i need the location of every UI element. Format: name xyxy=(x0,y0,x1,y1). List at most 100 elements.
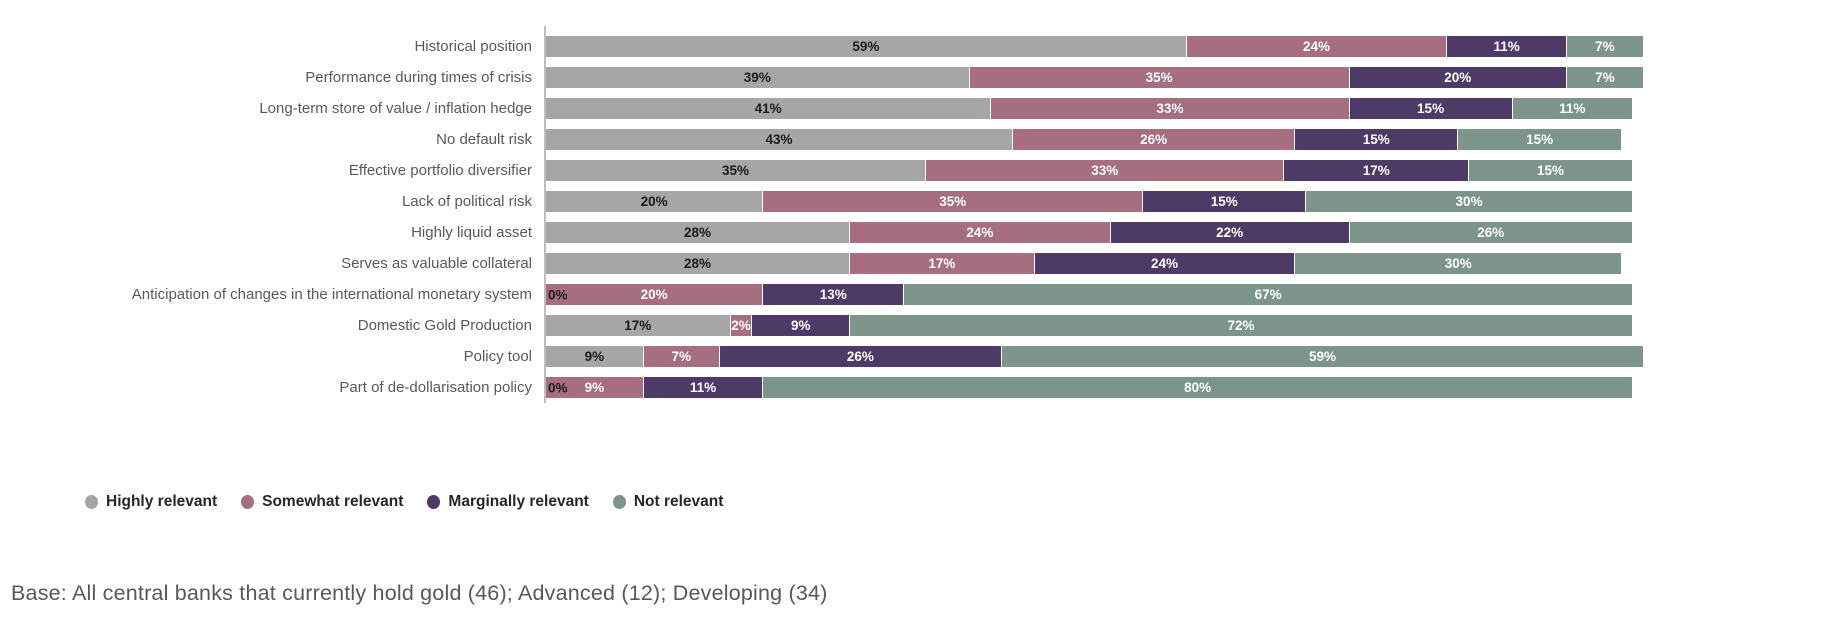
bar-value-label: 35% xyxy=(939,194,967,209)
category-label: Highly liquid asset xyxy=(411,224,532,241)
bar-track: 28% 17% 24% 30% xyxy=(546,253,1666,274)
bar-segment: 15% xyxy=(1458,129,1622,150)
bar-value-label: 39% xyxy=(743,70,771,85)
category-label: Part of de-dollarisation policy xyxy=(339,379,532,396)
bar-value-label: 33% xyxy=(1091,163,1119,178)
chart-row: No default risk 43% 26% 15% 15% xyxy=(0,129,1825,150)
bar-segment: 26% xyxy=(1349,222,1632,243)
bar-value-label: 0% xyxy=(548,287,568,302)
bar-value-label: 20% xyxy=(1444,70,1472,85)
bar-segment: 15% xyxy=(1349,98,1513,119)
bar-segment: 59% xyxy=(1002,346,1643,367)
category-label: Domestic Gold Production xyxy=(357,317,532,334)
bar-segment: 33% xyxy=(991,98,1350,119)
bar-value-label: 7% xyxy=(1595,70,1615,85)
bar-value-label: 9% xyxy=(584,380,605,395)
category-label: Anticipation of changes in the internati… xyxy=(131,286,532,303)
chart-row: Anticipation of changes in the internati… xyxy=(0,284,1825,305)
chart-row: Part of de-dollarisation policy 0% 9% 11% 80… xyxy=(0,377,1825,398)
bar-track: 59% 24% 11% 7% xyxy=(546,36,1666,57)
bar-segment: 17% xyxy=(546,315,731,336)
bar-value-label: 72% xyxy=(1227,318,1255,333)
bar-segment: 7% xyxy=(1566,67,1643,88)
category-label: Performance during times of crisis xyxy=(305,69,532,86)
bar-segment: 17% xyxy=(1284,160,1470,181)
bar-value-label: 24% xyxy=(1150,256,1179,271)
legend-swatch-circle xyxy=(427,495,441,509)
legend-item: Somewhat relevant xyxy=(241,493,403,511)
bar-value-label: 59% xyxy=(1308,349,1336,364)
bar-value-label: 9% xyxy=(790,318,811,333)
stacked-bar-chart: Historical position 59% 24% 11% 7% Performanc… xyxy=(0,36,1825,408)
category-label: Serves as valuable collateral xyxy=(341,255,532,272)
bar-track: 17% 2% 9% 72% xyxy=(546,315,1666,336)
bar-segment: 24% xyxy=(850,222,1111,243)
bar-value-label: 15% xyxy=(1210,194,1238,209)
bar-value-label: 30% xyxy=(1444,256,1472,271)
chart-legend: Highly relevant Somewhat relevant Marginal… xyxy=(85,493,723,511)
bar-segment: 43% xyxy=(546,129,1013,150)
bar-segment: 15% xyxy=(1143,191,1307,212)
bar-segment: 30% xyxy=(1306,191,1632,212)
bar-segment: 11% xyxy=(1512,98,1632,119)
bar-value-label: 2% xyxy=(731,318,751,333)
legend-swatch-circle xyxy=(241,495,255,509)
bar-value-label: 13% xyxy=(819,287,847,302)
chart-row: Highly liquid asset 28% 24% 22% 26% xyxy=(0,222,1825,243)
bar-value-label: 15% xyxy=(1362,132,1390,147)
legend-label: Not relevant xyxy=(633,493,724,510)
bar-value-label: 20% xyxy=(640,287,668,302)
y-axis-line xyxy=(544,26,546,403)
bar-value-label: 20% xyxy=(640,194,668,209)
bar-value-label: 80% xyxy=(1184,380,1212,395)
bar-value-label: 15% xyxy=(1537,163,1565,178)
bar-track: 9% 7% 26% 59% xyxy=(546,346,1666,367)
bar-track: 41% 33% 15% 11% xyxy=(546,98,1666,119)
bar-value-label: 17% xyxy=(1362,163,1390,178)
bar-value-label: 24% xyxy=(966,225,994,240)
bar-value-label: 35% xyxy=(722,163,750,178)
legend-item: Marginally relevant xyxy=(427,493,589,511)
legend-item: Highly relevant xyxy=(85,493,217,511)
legend-swatch-circle xyxy=(85,495,98,509)
bar-segment: 26% xyxy=(719,346,1003,367)
bar-value-label: 11% xyxy=(1493,39,1520,54)
bar-value-label: 17% xyxy=(928,256,956,271)
bar-value-label: 59% xyxy=(852,39,880,54)
bar-segment: 9% xyxy=(546,377,644,398)
chart-row: Serves as valuable collateral 28% 17% 24% 30… xyxy=(0,253,1825,274)
bar-value-label: 26% xyxy=(846,349,874,364)
bar-segment: 72% xyxy=(850,315,1632,336)
chart-row: Historical position 59% 24% 11% 7% xyxy=(0,36,1825,57)
category-label: Long-term store of value / inflation hed… xyxy=(259,100,532,117)
category-label: Policy tool xyxy=(463,348,532,365)
chart-row: Domestic Gold Production 17% 2% 9% 72% xyxy=(0,315,1825,336)
bar-track: 28% 24% 22% 26% xyxy=(546,222,1666,243)
bar-value-label: 0% xyxy=(548,380,568,395)
bar-value-label: 41% xyxy=(754,101,782,116)
bar-value-label: 30% xyxy=(1455,194,1483,209)
bar-segment: 15% xyxy=(1469,160,1632,181)
bar-segment: 20% xyxy=(1349,67,1567,88)
bar-segment: 20% xyxy=(546,191,764,212)
bar-value-label: 35% xyxy=(1145,70,1173,85)
bar-value-label: 26% xyxy=(1140,132,1168,147)
bar-segment: 28% xyxy=(546,222,851,243)
bar-value-label: 17% xyxy=(624,318,652,333)
bar-segment: 59% xyxy=(546,36,1187,57)
bar-segment: 17% xyxy=(850,253,1035,274)
bar-segment: 20% xyxy=(546,284,764,305)
bar-value-label: 7% xyxy=(1595,39,1615,54)
bar-segment: 35% xyxy=(546,160,927,181)
base-note: Base: All central banks that currently h… xyxy=(11,581,828,605)
bar-segment: 22% xyxy=(1110,222,1350,243)
legend-label: Highly relevant xyxy=(106,493,218,510)
bar-value-label: 28% xyxy=(684,225,712,240)
category-label: No default risk xyxy=(436,131,532,148)
chart-row: Lack of political risk 20% 35% 15% 30% xyxy=(0,191,1825,212)
bar-segment: 33% xyxy=(926,160,1285,181)
chart-row: Effective portfolio diversifier 35% 33% 17%… xyxy=(0,160,1825,181)
bar-track: 35% 33% 17% 15% xyxy=(546,160,1666,181)
bar-segment: 80% xyxy=(763,377,1632,398)
